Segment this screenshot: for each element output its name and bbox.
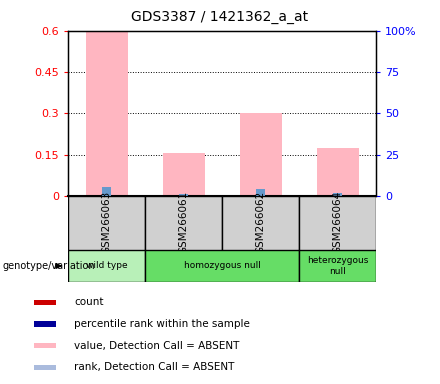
Bar xyxy=(179,194,188,196)
Text: genotype/variation: genotype/variation xyxy=(2,261,95,271)
Bar xyxy=(34,321,56,327)
Text: GSM266062: GSM266062 xyxy=(256,191,266,254)
Bar xyxy=(239,113,282,196)
Text: homozygous null: homozygous null xyxy=(184,262,260,270)
Bar xyxy=(316,148,359,196)
Bar xyxy=(68,250,145,282)
Text: GSM266064: GSM266064 xyxy=(333,191,343,254)
Bar xyxy=(162,153,205,196)
Bar xyxy=(299,250,376,282)
Bar xyxy=(34,300,56,305)
Bar xyxy=(34,343,56,348)
Bar xyxy=(34,364,56,370)
Bar xyxy=(85,31,128,196)
Text: wild type: wild type xyxy=(86,262,128,270)
Bar xyxy=(256,189,265,196)
Text: value, Detection Call = ABSENT: value, Detection Call = ABSENT xyxy=(74,341,239,351)
Bar xyxy=(102,187,111,196)
Bar xyxy=(145,196,222,250)
Text: count: count xyxy=(74,297,103,308)
Text: GDS3387 / 1421362_a_at: GDS3387 / 1421362_a_at xyxy=(132,10,308,23)
Text: percentile rank within the sample: percentile rank within the sample xyxy=(74,319,250,329)
Text: heterozygous
null: heterozygous null xyxy=(307,256,368,276)
Text: GSM266061: GSM266061 xyxy=(179,191,189,254)
Text: GSM266063: GSM266063 xyxy=(102,191,112,254)
Bar xyxy=(333,192,342,196)
Bar xyxy=(68,196,145,250)
Bar xyxy=(145,250,299,282)
Text: rank, Detection Call = ABSENT: rank, Detection Call = ABSENT xyxy=(74,362,234,372)
Bar xyxy=(222,196,299,250)
Bar xyxy=(299,196,376,250)
